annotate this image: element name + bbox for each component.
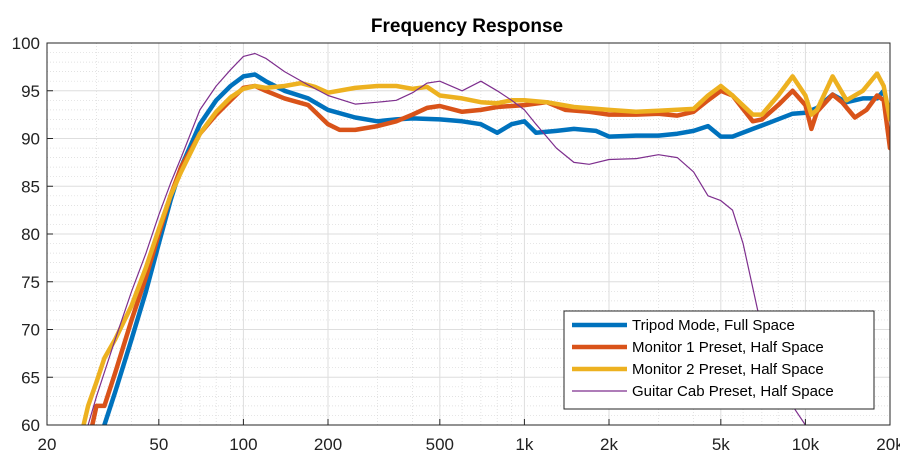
- series-line-4: [87, 52, 806, 425]
- x-tick-label: 50: [149, 435, 168, 454]
- y-tick-label: 85: [21, 177, 40, 196]
- legend-label: Monitor 1 Preset, Half Space: [632, 339, 824, 356]
- x-tick-label: 500: [426, 435, 454, 454]
- legend: Tripod Mode, Full Space Monitor 1 Preset,…: [563, 310, 875, 410]
- y-tick-label: 95: [21, 82, 40, 101]
- y-tick-label: 100: [12, 34, 40, 53]
- y-tick-label: 65: [21, 368, 40, 387]
- x-tick-label: 100: [229, 435, 257, 454]
- y-tick-label: 75: [21, 273, 40, 292]
- x-tick-label: 5k: [712, 435, 730, 454]
- y-axis: 60 65 70 75 80 85 90 95 100: [12, 34, 53, 435]
- legend-label: Tripod Mode, Full Space: [632, 317, 795, 334]
- series-line-1: [102, 72, 890, 425]
- legend-label: Guitar Cab Preset, Half Space: [632, 383, 834, 400]
- legend-label: Monitor 2 Preset, Half Space: [632, 361, 824, 378]
- x-tick-label: 200: [314, 435, 342, 454]
- series-layer: [81, 52, 890, 425]
- chart-title: Frequency Response: [371, 16, 563, 37]
- x-tick-label: 2k: [600, 435, 618, 454]
- series-line-3: [81, 71, 890, 425]
- y-tick-label: 70: [21, 321, 40, 340]
- x-tick-label: 20k: [876, 435, 900, 454]
- x-axis: 20 50 100 200 500 1k 2k 5k 10k 20k: [38, 419, 900, 454]
- x-tick-label: 1k: [515, 435, 533, 454]
- y-tick-label: 60: [21, 416, 40, 435]
- y-tick-label: 90: [21, 130, 40, 149]
- y-tick-label: 80: [21, 225, 40, 244]
- legend-box: [563, 310, 875, 410]
- x-tick-label: 10k: [792, 435, 820, 454]
- x-tick-label: 20: [38, 435, 57, 454]
